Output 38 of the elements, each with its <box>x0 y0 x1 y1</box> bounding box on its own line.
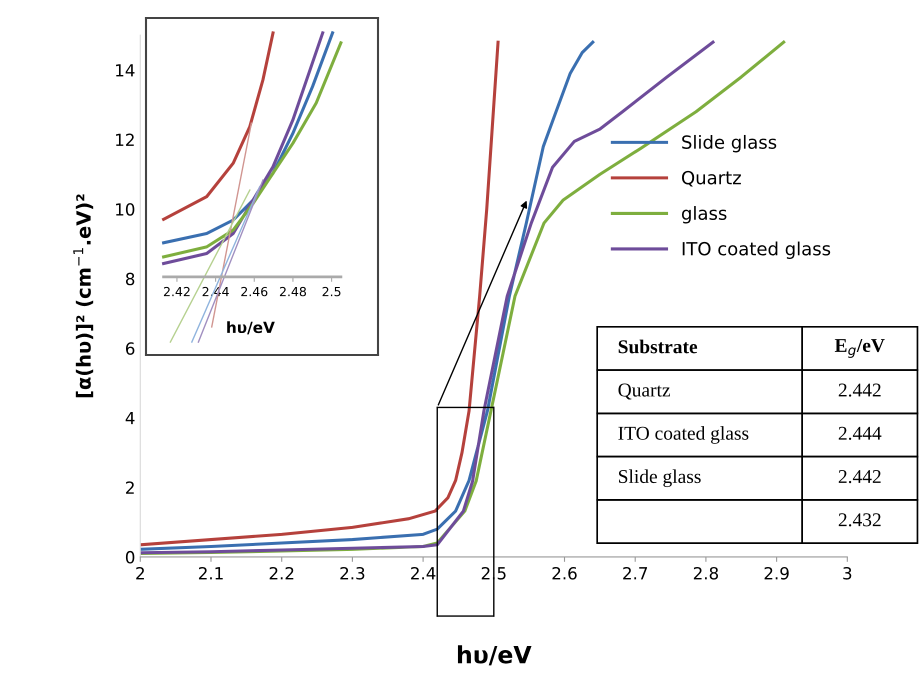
y-tick-label: 8 <box>126 272 134 286</box>
x-tick-label: 2.5 <box>322 286 340 296</box>
y-tick-label: 4 <box>126 412 134 424</box>
x-tick-label: 2.42 <box>164 286 190 296</box>
legend-label: Slide glass <box>682 134 776 152</box>
legend-label: ITO coated glass <box>682 242 830 260</box>
category-label: Slide glass <box>618 469 701 488</box>
data-label: 2.442 <box>838 384 881 397</box>
x-tick-label: 3 <box>843 566 852 580</box>
x-tick-label: 2.2 <box>270 566 294 580</box>
legend-label: Quartz <box>682 170 741 187</box>
x-tick-label: 2.6 <box>552 566 577 580</box>
x-tick-label: 2.1 <box>198 566 223 580</box>
y-axis-title: [α(hυ)]² (cm$^{−1}$.eV)² <box>73 194 94 398</box>
x-tick-label: 2.46 <box>241 286 268 296</box>
x-tick-label: 2.7 <box>623 566 648 580</box>
data-label: 2.442 <box>838 470 881 484</box>
y-tick-label: 6 <box>126 342 134 355</box>
annotation: Substrate <box>618 340 698 354</box>
x-axis-title: hυ/eV <box>458 645 532 666</box>
x-axis-title: hυ/eV <box>227 321 275 334</box>
y-tick-label: 12 <box>116 134 134 146</box>
x-tick-label: 2 <box>136 566 144 580</box>
data-label: 2.432 <box>838 513 881 526</box>
x-tick-label: 2.9 <box>764 566 789 580</box>
y-tick-label: 0 <box>126 550 134 564</box>
y-tick-label: 2 <box>126 481 134 494</box>
x-tick-label: 2.4 <box>411 566 436 580</box>
y-tick-label: 14 <box>116 64 134 76</box>
category-label: ITO coated glass <box>618 426 748 444</box>
category-label: Quartz <box>618 384 670 400</box>
x-tick-label: 2.8 <box>694 566 718 580</box>
annotation: E$_{g}$/eV <box>834 339 885 358</box>
y-tick-label: 10 <box>116 203 134 216</box>
data-label: 2.444 <box>838 426 882 440</box>
legend-label: glass <box>682 206 726 224</box>
x-tick-label: 2.48 <box>280 286 306 296</box>
x-tick-label: 2.3 <box>340 566 364 580</box>
